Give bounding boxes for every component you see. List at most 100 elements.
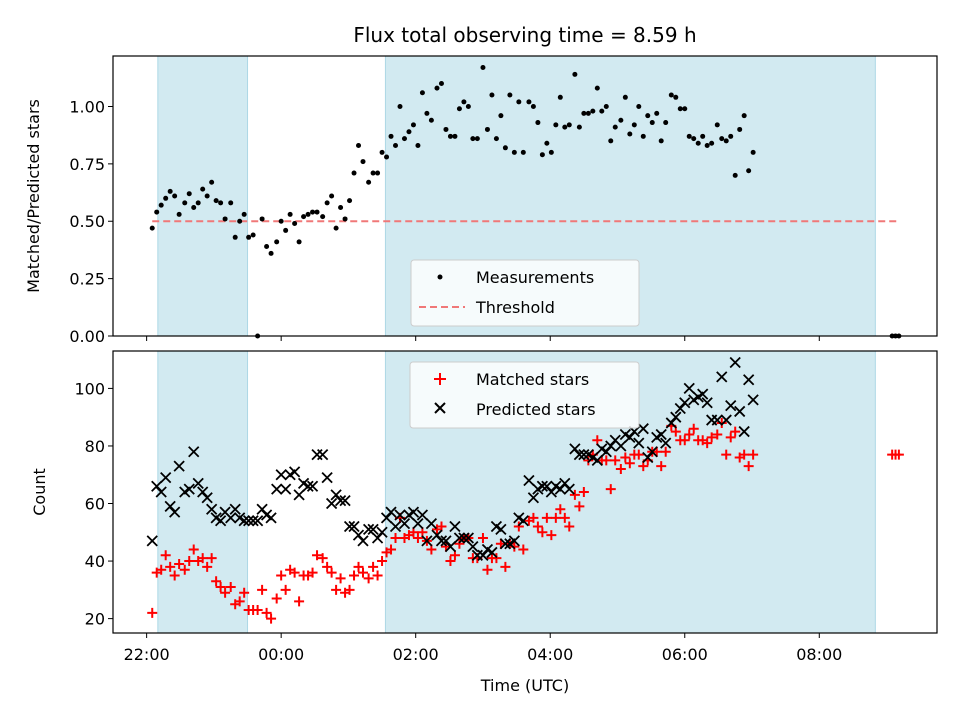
matched-star-point-126 <box>725 432 736 443</box>
predicted-star-point-8 <box>183 483 195 495</box>
matched-star-point-19 <box>234 596 245 607</box>
measurement-point-124 <box>719 136 725 142</box>
predicted-star-point-3 <box>160 471 172 484</box>
measurement-point-45 <box>356 143 362 149</box>
measurement-point-120 <box>700 133 706 139</box>
measurement-point-73 <box>484 126 490 132</box>
matched-star-point-3 <box>160 550 171 561</box>
measurement-point-19 <box>237 218 243 224</box>
matched-star-point-99 <box>601 455 612 466</box>
predicted-star-point-44 <box>348 520 360 533</box>
predicted-star-point-38 <box>321 471 333 484</box>
measurement-point-95 <box>585 110 591 116</box>
measurement-point-0 <box>149 225 155 231</box>
matched-star-point-25 <box>261 607 272 618</box>
predicted-star-point-76 <box>495 523 507 536</box>
predicted-star-point-129 <box>738 425 750 438</box>
predicted-star-point-114 <box>670 411 682 423</box>
matched-star-point-118 <box>688 423 699 434</box>
predicted-star-point-35 <box>306 480 319 492</box>
measurement-point-114 <box>673 94 679 100</box>
predicted-star-point-127 <box>729 356 741 369</box>
measurement-point-31 <box>292 221 298 227</box>
matched-star-point-85 <box>537 527 548 538</box>
matched-star-point-129 <box>739 449 750 460</box>
matched-star-point-122 <box>706 432 717 443</box>
measurement-point-29 <box>283 227 289 233</box>
predicted-star-point-68 <box>458 532 470 544</box>
matched-star-point-6 <box>174 558 185 569</box>
predicted-star-point-131 <box>747 394 759 406</box>
top-y-tick-label-1: 0.25 <box>69 270 105 289</box>
predicted-star-point-18 <box>229 503 241 515</box>
matched-star-point-7 <box>179 564 190 575</box>
predicted-star-point-109 <box>646 446 658 458</box>
measurement-point-55 <box>401 136 407 142</box>
measurement-point-105 <box>631 122 637 128</box>
measurement-point-131 <box>750 149 756 155</box>
predicted-star-point-54 <box>394 509 406 521</box>
predicted-star-point-5 <box>169 506 181 518</box>
bottom-x-tick-label-4: 06:00 <box>662 645 708 664</box>
measurement-point-25 <box>264 243 270 249</box>
measurement-point-6 <box>176 211 182 217</box>
matched-star-point-67 <box>454 538 465 549</box>
matched-star-point-92 <box>569 489 580 500</box>
matched-star-point-106 <box>633 449 644 460</box>
predicted-star-point-46 <box>357 535 369 547</box>
measurement-point-87 <box>548 149 554 155</box>
measurement-point-83 <box>530 103 536 109</box>
measurement-point-109 <box>649 120 655 126</box>
measurement-point-20 <box>241 211 247 217</box>
predicted-star-point-17 <box>225 512 237 524</box>
measurement-point-98 <box>599 108 605 114</box>
measurement-point-86 <box>544 140 550 146</box>
top-y-tick-label-3: 0.75 <box>69 155 105 174</box>
matched-star-point-117 <box>684 429 695 440</box>
predicted-star-point-85 <box>536 480 549 492</box>
measurement-point-53 <box>393 143 399 149</box>
matched-star-point-14 <box>211 576 222 587</box>
measurement-point-22 <box>250 232 256 238</box>
predicted-star-point-10 <box>192 477 204 490</box>
measurement-point-64 <box>443 126 449 132</box>
predicted-star-point-83 <box>527 492 540 504</box>
measurement-point-12 <box>204 193 210 199</box>
matched-star-point-29 <box>280 584 291 595</box>
top-legend-marker-measurements <box>437 274 443 280</box>
measurement-point-127 <box>732 172 738 178</box>
predicted-star-point-69 <box>462 532 475 544</box>
matched-star-point-5 <box>169 570 180 581</box>
predicted-star-point-50 <box>376 526 388 538</box>
predicted-star-point-130 <box>743 374 755 386</box>
bottom-x-tick-label-1: 00:00 <box>258 645 304 664</box>
predicted-star-point-43 <box>343 520 356 533</box>
predicted-star-point-23 <box>251 515 264 527</box>
measurement-point-107 <box>640 133 646 139</box>
matched-star-point-45 <box>353 561 364 572</box>
measurement-point-65 <box>447 133 453 139</box>
predicted-star-point-66 <box>449 520 461 533</box>
measurement-point-68 <box>461 99 467 105</box>
bottom-y-tick-label-2: 60 <box>85 495 105 514</box>
measurement-point-74 <box>489 92 495 98</box>
measurement-point-27 <box>274 239 280 245</box>
matched-star-point-100 <box>605 484 616 495</box>
measurement-point-106 <box>636 103 642 109</box>
predicted-star-point-21 <box>243 515 255 527</box>
matched-star-point-130 <box>743 461 754 472</box>
matched-star-point-44 <box>349 570 360 581</box>
measurement-point-126 <box>728 133 734 139</box>
top-plot-frame <box>112 55 938 337</box>
measurement-point-7 <box>182 200 188 206</box>
predicted-star-point-31 <box>288 466 301 478</box>
predicted-star-point-79 <box>508 535 520 547</box>
matched-star-point-50 <box>377 556 388 567</box>
matched-star-point-101 <box>610 455 621 466</box>
matched-star-point-26 <box>266 613 277 624</box>
measurement-point-81 <box>520 149 526 155</box>
measurement-point-102 <box>618 117 624 123</box>
matched-star-point-103 <box>620 452 631 463</box>
matched-star-point-9 <box>188 544 199 555</box>
matched-star-point-127 <box>730 426 741 437</box>
